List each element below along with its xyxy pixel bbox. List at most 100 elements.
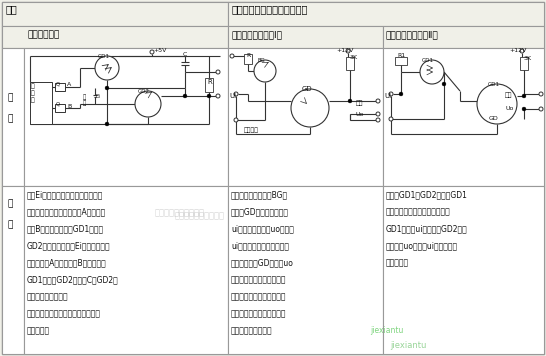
Circle shape (522, 107, 526, 111)
Text: 位，B点为高电位时，GD1导通，: 位，B点为高电位时，GD1导通， (27, 224, 104, 233)
Text: ui传至输出边，而uo正比于: ui传至输出边，而uo正比于 (231, 224, 294, 233)
Circle shape (348, 99, 352, 103)
Text: GD2截止，被测电压Ei直接送到输出: GD2截止，被测电压Ei直接送到输出 (27, 241, 111, 250)
Circle shape (389, 117, 393, 121)
Text: Q: Q (56, 102, 60, 107)
Circle shape (399, 92, 403, 96)
Text: Uo: Uo (506, 106, 514, 111)
Text: 变压器电压不能太大，引起: 变压器电压不能太大，引起 (231, 309, 287, 318)
Circle shape (389, 92, 393, 96)
Circle shape (522, 94, 526, 98)
Text: 通，则GD导通，输入边的: 通，则GD导通，输入边的 (231, 207, 289, 216)
Bar (244, 54, 252, 64)
Text: 有更高精度: 有更高精度 (27, 326, 50, 335)
Circle shape (105, 86, 109, 90)
Text: GD1截止，GD2导通，C经GD2放: GD1截止，GD2导通，C经GD2放 (27, 275, 118, 284)
Text: 用两只GD1及GD2。其中GD1: 用两只GD1及GD2。其中GD1 (386, 190, 468, 199)
Text: 编码器里进行编码测量，当A点是低电: 编码器里进行编码测量，当A点是低电 (27, 207, 106, 216)
Circle shape (234, 118, 238, 122)
Circle shape (539, 107, 543, 111)
Text: 输出: 输出 (505, 92, 513, 98)
Bar (55, 83, 65, 91)
Bar (24, 186, 228, 354)
Text: GD1导通，ui反相传至GD2的输: GD1导通，ui反相传至GD2的输 (386, 224, 468, 233)
Circle shape (346, 49, 350, 53)
Text: jiexiantu: jiexiantu (370, 326, 403, 335)
Text: 端，反之，A点高电位，B点低电位，: 端，反之，A点高电位，B点低电位， (27, 258, 107, 267)
Text: 整
流
器: 整 流 器 (31, 83, 35, 103)
Circle shape (442, 82, 446, 86)
Text: 电

路: 电 路 (7, 93, 13, 123)
Bar (228, 48, 383, 186)
Text: 用光电耦合器组成的斩波电路: 用光电耦合器组成的斩波电路 (232, 4, 308, 14)
Text: R1: R1 (397, 53, 405, 58)
Bar (2, 2, 228, 26)
Circle shape (376, 118, 380, 122)
Bar (55, 104, 65, 112)
Text: 3K: 3K (350, 55, 358, 60)
Circle shape (216, 94, 220, 98)
Text: 电，输出端回到零。: 电，输出端回到零。 (27, 292, 69, 301)
Text: 隔离起来。: 隔离起来。 (386, 258, 409, 267)
Text: 杭州聚客科技有限公司: 杭州聚客科技有限公司 (155, 208, 205, 217)
Bar (346, 57, 354, 70)
Text: Ei: Ei (96, 94, 101, 99)
Circle shape (420, 60, 444, 84)
Circle shape (520, 49, 524, 53)
Bar (228, 26, 383, 48)
Text: 出边，使uo与输入ui及斩波脉冲: 出边，使uo与输入ui及斩波脉冲 (386, 241, 458, 250)
Text: Ui: Ui (384, 93, 391, 99)
Text: GD1: GD1 (488, 82, 500, 87)
Text: 当斩波脉冲输入时，BG导: 当斩波脉冲输入时，BG导 (231, 190, 288, 199)
Bar (395, 57, 407, 65)
Bar (383, 186, 544, 354)
Text: GD1: GD1 (422, 58, 434, 63)
Circle shape (376, 99, 380, 103)
Bar (383, 48, 544, 186)
Text: C: C (183, 52, 187, 57)
Text: R: R (246, 53, 250, 58)
Circle shape (183, 94, 187, 98)
Circle shape (291, 89, 329, 127)
Text: GD: GD (302, 86, 313, 92)
Text: +12V: +12V (336, 48, 353, 53)
Text: jiexiantu: jiexiantu (390, 341, 426, 350)
Text: 输出Ei被测电压，经斩波取样后送到: 输出Ei被测电压，经斩波取样后送到 (27, 190, 103, 199)
Circle shape (95, 56, 119, 80)
Bar (520, 57, 528, 70)
Circle shape (216, 70, 220, 74)
Text: 表二: 表二 (6, 4, 18, 14)
Bar (24, 48, 228, 186)
Circle shape (105, 122, 109, 126)
Text: 比普通的晶体管或场效应管斩波器具: 比普通的晶体管或场效应管斩波器具 (27, 309, 101, 318)
Text: 为高电平，比普通用变压器: 为高电平，比普通用变压器 (231, 275, 287, 284)
Text: 隔离式斩波电路（Ⅰ）: 隔离式斩波电路（Ⅰ） (232, 30, 283, 39)
Text: R: R (207, 79, 212, 85)
Circle shape (230, 54, 234, 58)
Text: GD2: GD2 (138, 89, 150, 94)
Circle shape (477, 84, 517, 124)
Text: A: A (67, 83, 71, 88)
Bar (2, 26, 228, 48)
Text: 脉冲为零时，GD截止，uo: 脉冲为零时，GD截止，uo (231, 258, 294, 267)
Circle shape (207, 94, 211, 98)
Text: Q: Q (56, 81, 60, 86)
Text: 3K: 3K (524, 56, 532, 61)
Circle shape (539, 92, 543, 96)
Bar (205, 78, 213, 92)
Text: GD: GD (489, 116, 498, 121)
Text: 直接斩波电路: 直接斩波电路 (28, 30, 60, 39)
Text: 斩波脉冲: 斩波脉冲 (244, 127, 259, 132)
Text: BG: BG (258, 58, 266, 63)
Circle shape (254, 60, 276, 82)
Circle shape (135, 91, 161, 117)
Text: +12V: +12V (509, 48, 526, 53)
Text: 作开关器，当斩波脉冲输入时，: 作开关器，当斩波脉冲输入时， (386, 207, 451, 216)
Text: 杭州聚客科技有限公司: 杭州聚客科技有限公司 (175, 211, 225, 220)
Text: 输出脉冲波顶不平。: 输出脉冲波顶不平。 (231, 326, 272, 335)
Circle shape (234, 92, 238, 96)
Bar (228, 186, 383, 354)
Text: 被
测: 被 测 (83, 94, 86, 106)
Circle shape (150, 50, 154, 54)
Circle shape (376, 112, 380, 116)
